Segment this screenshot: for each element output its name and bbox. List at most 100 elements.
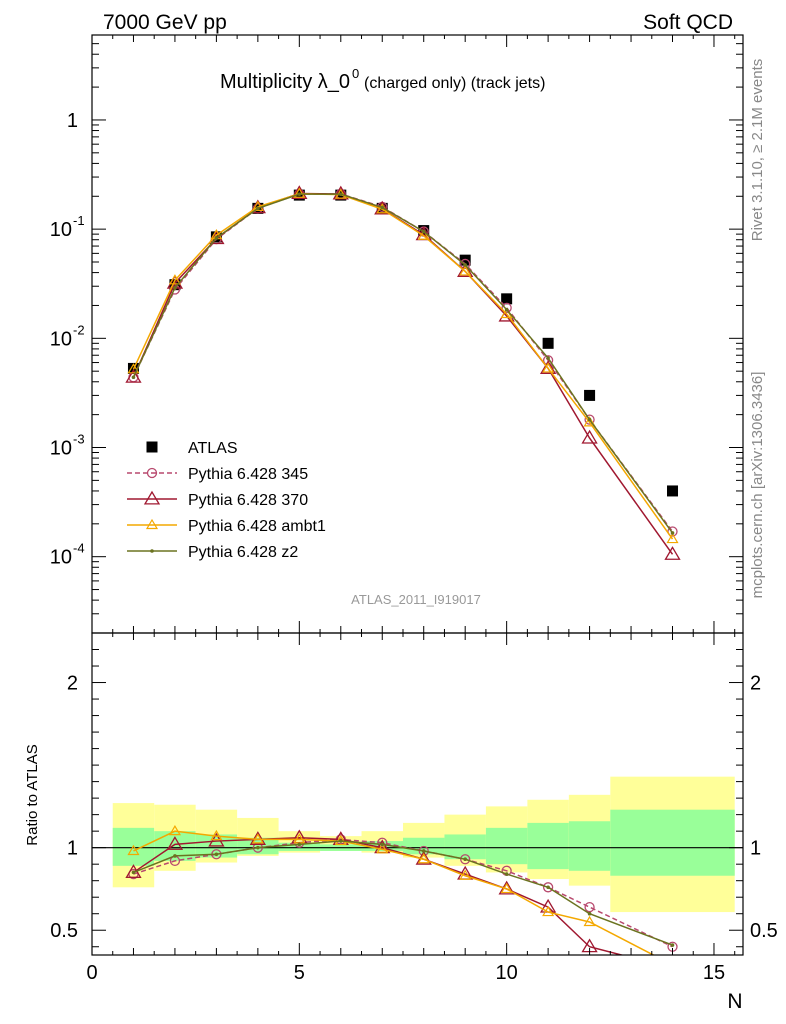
- data-point: [504, 872, 509, 876]
- data-point: [208, 230, 225, 245]
- data-point: [291, 185, 308, 200]
- chart-title-suffix: (charged only) (track jets): [364, 75, 545, 92]
- data-point: [376, 843, 389, 854]
- data-point: [542, 355, 554, 366]
- data-point: [417, 853, 430, 864]
- data-point: [421, 849, 426, 853]
- data-point: [666, 532, 679, 544]
- data-point: [667, 485, 679, 497]
- data-point: [587, 417, 592, 422]
- data-point: [421, 229, 426, 234]
- y-tick-label: 10: [50, 219, 72, 241]
- main-series-layer: [125, 185, 681, 560]
- ratio-series-layer: [125, 824, 678, 955]
- data-point: [293, 187, 306, 198]
- legend-label: Pythia 6.428 ambt1: [188, 518, 326, 535]
- data-point: [583, 416, 596, 427]
- chart-title-superscript: 0: [352, 66, 359, 81]
- data-point: [127, 844, 140, 856]
- analysis-label: ATLAS_2011_I919017: [351, 592, 481, 607]
- data-point: [670, 531, 675, 535]
- data-point: [338, 192, 343, 196]
- data-point: [539, 360, 557, 374]
- data-point: [210, 829, 223, 841]
- data-point: [146, 467, 158, 479]
- inner-band-bin: [527, 822, 569, 870]
- data-point: [256, 206, 260, 211]
- y-tick-label-right: 1: [750, 838, 761, 860]
- inner-band-bin: [444, 834, 486, 860]
- data-point: [334, 834, 347, 846]
- data-point: [587, 911, 592, 916]
- data-point: [166, 836, 184, 850]
- data-point: [380, 205, 385, 210]
- ratio-axes: 0 5 10 15 0.5 0.5 1 1 2 2: [50, 632, 778, 984]
- x-tick-label: 10: [496, 962, 518, 984]
- legend-label: Pythia 6.428 370: [188, 492, 308, 509]
- data-point: [463, 857, 467, 862]
- y-tick-label-exponent: -2: [73, 322, 85, 337]
- data-point: [145, 518, 159, 530]
- legend-entry: Pythia 6.428 345: [127, 466, 308, 483]
- data-point: [297, 842, 302, 847]
- data-point: [297, 192, 302, 196]
- data-point: [581, 429, 598, 444]
- series-3: [131, 839, 675, 947]
- y-tick-label-left: 1: [67, 838, 78, 860]
- data-point: [584, 389, 596, 401]
- rivet-version-label: Rivet 3.1.10, ≥ 2.1M events: [749, 59, 766, 242]
- data-point: [332, 185, 349, 200]
- data-point: [542, 882, 554, 893]
- data-point: [143, 490, 161, 505]
- data-point: [131, 870, 136, 875]
- data-point: [146, 441, 158, 453]
- data-point: [584, 901, 595, 913]
- x-tick-label: 0: [86, 962, 97, 984]
- x-tick-label: 15: [703, 962, 725, 984]
- data-point: [251, 200, 264, 211]
- data-point: [542, 337, 554, 349]
- legend: ATLAS Pythia 6.428 345 Pythia 6.428 370 Pyt…: [127, 440, 326, 561]
- y-tick-label: 10: [50, 547, 72, 569]
- legend-label: Pythia 6.428 z2: [188, 544, 298, 561]
- data-point: [127, 363, 140, 374]
- y-tick-label-right: 0.5: [750, 920, 778, 942]
- y-tick-label-left: 0.5: [50, 920, 78, 942]
- data-point: [542, 905, 555, 917]
- inner-band-bin: [568, 821, 611, 871]
- y-tick-label: 10: [50, 438, 72, 460]
- inner-band-bin: [485, 827, 528, 865]
- data-point: [125, 368, 142, 383]
- legend-entry: Pythia 6.428 z2: [127, 544, 298, 561]
- data-point: [463, 263, 467, 267]
- data-point: [168, 824, 181, 836]
- inner-band-bin: [610, 809, 735, 876]
- y-tick-label: 1: [67, 110, 78, 132]
- chart-title: Multiplicity λ_0: [220, 71, 350, 93]
- plot-frame: [91, 632, 744, 956]
- y-tick-label-exponent: -4: [73, 541, 85, 556]
- data-point: [546, 885, 550, 890]
- data-point: [131, 375, 136, 380]
- data-point: [460, 258, 471, 270]
- data-point: [380, 842, 385, 847]
- y-tick-label-left: 2: [67, 673, 78, 695]
- y-tick-label-exponent: -3: [73, 432, 85, 447]
- series-4: [131, 192, 675, 535]
- data-point: [173, 854, 177, 858]
- y-tick-label-right: 2: [750, 673, 761, 695]
- data-point: [173, 286, 177, 290]
- series-line: [132, 192, 674, 540]
- header-right: Soft QCD: [643, 11, 733, 34]
- data-point: [500, 882, 513, 894]
- data-point: [546, 356, 550, 360]
- data-point: [459, 254, 471, 266]
- data-point: [584, 414, 595, 425]
- data-point: [501, 302, 512, 314]
- data-point: [501, 293, 513, 305]
- legend-entry: Pythia 6.428 ambt1: [127, 518, 326, 535]
- data-point: [583, 915, 596, 927]
- legend-entry: ATLAS: [146, 440, 238, 457]
- data-point: [168, 274, 181, 285]
